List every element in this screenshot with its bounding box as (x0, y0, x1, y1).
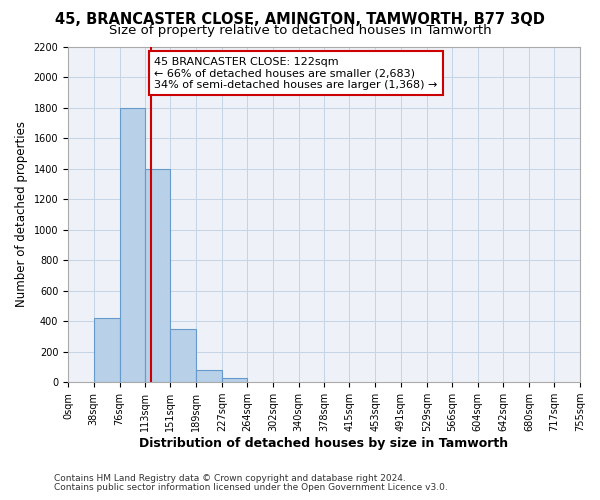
Text: 45 BRANCASTER CLOSE: 122sqm
← 66% of detached houses are smaller (2,683)
34% of : 45 BRANCASTER CLOSE: 122sqm ← 66% of det… (154, 56, 437, 90)
Bar (196, 370, 222, 382)
Bar (170, 329, 196, 382)
Bar (94, 318, 119, 382)
Text: Contains HM Land Registry data © Crown copyright and database right 2024.: Contains HM Land Registry data © Crown c… (54, 474, 406, 483)
Bar (145, 168, 170, 382)
Text: 45, BRANCASTER CLOSE, AMINGTON, TAMWORTH, B77 3QD: 45, BRANCASTER CLOSE, AMINGTON, TAMWORTH… (55, 12, 545, 28)
Bar (119, 108, 145, 382)
Text: Size of property relative to detached houses in Tamworth: Size of property relative to detached ho… (109, 24, 491, 37)
Bar (222, 378, 247, 382)
Y-axis label: Number of detached properties: Number of detached properties (15, 122, 28, 308)
Text: Contains public sector information licensed under the Open Government Licence v3: Contains public sector information licen… (54, 483, 448, 492)
X-axis label: Distribution of detached houses by size in Tamworth: Distribution of detached houses by size … (139, 437, 509, 450)
